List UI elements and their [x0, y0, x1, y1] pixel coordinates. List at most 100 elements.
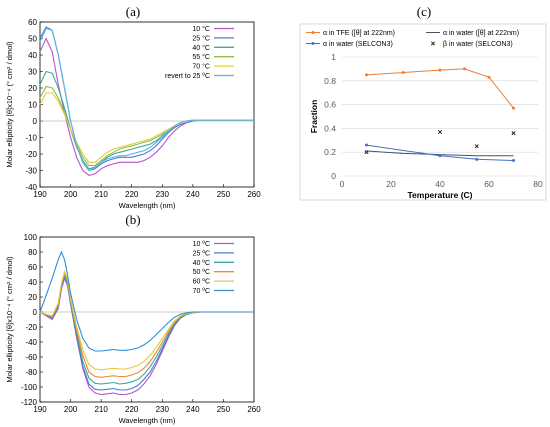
chart-a-x-tick-label: 240 [186, 190, 200, 199]
chart-b-y-axis-title: Molar ellipticity [θ]x10⁻⁴ (° cm² / dmol… [5, 256, 14, 383]
chart-b-y-tick-label: 80 [28, 248, 37, 257]
chart-c-point-3 [474, 144, 479, 149]
chart-b-y-tick-label: 60 [28, 263, 37, 272]
chart-a-x-tick-label: 220 [125, 190, 139, 199]
chart-b-y-tick-label: 0 [33, 308, 38, 317]
chart-c-series-line-2 [366, 144, 514, 161]
chart-c-point-0 [438, 68, 442, 72]
chart-b-x-tick-label: 220 [125, 405, 139, 414]
chart-c-series-line-0 [366, 68, 514, 109]
chart-b-y-tick-label: -120 [21, 398, 38, 407]
chart-a-legend-label-2: 40 °C [192, 44, 210, 52]
chart-b-legend-label-4: 60 ºC [193, 279, 210, 286]
chart-c-legend-marker-2 [311, 42, 315, 45]
chart-a-legend-label-0: 10 °C [192, 25, 210, 33]
chart-b-legend-label-1: 25 ºC [193, 250, 210, 257]
chart-c-point-0 [401, 70, 405, 74]
chart-b-x-tick-label: 230 [156, 405, 170, 414]
chart-c-x-tick-label: 0 [340, 179, 345, 189]
chart-a-y-tick-label: 30 [28, 68, 37, 77]
chart-c-point-3 [364, 150, 369, 155]
chart-b-y-tick-label: 40 [28, 278, 37, 287]
chart-b-x-tick-label: 250 [217, 405, 231, 414]
chart-b-plot-frame [39, 236, 255, 403]
chart-b-x-axis-title: Wavelength (nm) [119, 416, 176, 425]
chart-a-y-tick-label: -40 [25, 183, 37, 192]
chart-c-y-tick-label: 0.2 [324, 147, 336, 157]
chart-b-series-line-5 [39, 250, 254, 352]
chart-a-x-tick-label: 250 [217, 190, 231, 199]
chart-b-x-tick-label: 190 [33, 405, 47, 414]
chart-a-x-tick-label: 190 [33, 190, 47, 199]
chart-c-y-tick-label: 0.4 [324, 123, 336, 133]
chart-c-point-2 [438, 154, 442, 158]
chart-a-y-tick-label: -20 [25, 150, 37, 159]
chart-b-series-line-3 [39, 271, 254, 378]
chart-b-legend-label-3: 50 ºC [193, 269, 210, 276]
chart-a-x-tick-label: 230 [156, 190, 170, 199]
chart-c-point-0 [512, 106, 515, 110]
chart-a-series-line-5 [39, 27, 254, 172]
chart-b-y-tick-label: 100 [24, 233, 38, 242]
chart-b-y-tick-label: 20 [28, 293, 37, 302]
chart-c-point-3 [437, 129, 443, 135]
chart-c-legend-swatch-3 [430, 41, 436, 46]
chart-a-x-tick-label: 260 [247, 190, 261, 199]
chart-a-y-tick-label: -30 [25, 167, 37, 176]
chart-a-x-tick-label: 200 [64, 190, 78, 199]
chart-a-legend-label-3: 55 °C [192, 53, 210, 61]
panel-label-a: (a) [126, 4, 140, 19]
chart-c-y-axis-title: Fraction [309, 100, 319, 134]
chart-b-y-tick-label: -100 [21, 383, 38, 392]
chart-b-x-tick-label: 260 [247, 405, 261, 414]
chart-b: 190 200 210 220 230 240 250 260-120-100-80-60-4… [5, 233, 261, 425]
chart-b-x-tick-label: 210 [94, 405, 108, 414]
chart-c-point-2 [512, 159, 515, 163]
panel-label-c: (c) [417, 4, 431, 19]
chart-b-legend-label-0: 10 ºC [193, 241, 210, 248]
chart-c-legend-label-0: α in TFE ([θ] at 222nm) [323, 30, 395, 37]
chart-c-y-tick-label: 0 [331, 171, 336, 181]
chart-a-y-axis-title: Molar ellipticity [θ]x10⁻⁴ (° cm² / dmol… [5, 41, 14, 168]
chart-c-y-tick-label: 0.6 [324, 100, 336, 110]
chart-b-y-tick-label: -60 [25, 353, 37, 362]
chart-c-y-tick-label: 1 [331, 52, 336, 62]
chart-b-x-tick-label: 200 [64, 405, 78, 414]
chart-a-legend-label-5: revert to 25 ºC [165, 73, 210, 80]
chart-a: 190 200 210 220 230 240 250 260 -40 -30 -20 -10 0 10 2… [5, 18, 261, 210]
chart-b-series-line-0 [39, 276, 254, 396]
chart-a-legend-label-1: 25 °C [192, 34, 210, 42]
chart-b-legend-label-5: 70 ºC [193, 288, 210, 295]
chart-c-legend-label-1: α in water ([θ] at 222nm) [443, 30, 519, 37]
chart-a-y-tick-label: 0 [33, 117, 38, 126]
chart-c-x-tick-label: 80 [533, 179, 543, 189]
chart-a-series-line-0 [39, 37, 254, 177]
chart-c-frame [299, 23, 547, 201]
chart-a-legend-label-4: 70 °C [192, 63, 210, 71]
chart-b-y-tick-label: -40 [25, 338, 37, 347]
chart-a-y-tick-label: 60 [28, 18, 37, 27]
chart-c-point-2 [475, 157, 479, 161]
chart-c-point-0 [463, 67, 466, 71]
chart-c-legend-label-2: α in water (SELCON3) [323, 41, 393, 48]
chart-a-y-tick-label: -10 [25, 134, 37, 143]
chart-c-x-tick-label: 20 [386, 179, 396, 189]
chart-a-x-tick-label: 210 [94, 190, 108, 199]
chart-c-x-tick-label: 40 [435, 179, 445, 189]
chart-b-series-line-1 [39, 275, 254, 391]
chart-a-y-tick-label: 50 [28, 35, 37, 44]
chart-c-y-tick-label: 0.8 [324, 76, 336, 86]
chart-b-y-tick-label: -20 [25, 323, 37, 332]
chart-c-point-0 [487, 75, 491, 79]
chart-b-x-tick-label: 240 [186, 405, 200, 414]
chart-b-legend-label-2: 40 ºC [193, 260, 210, 267]
panel-label-b: (b) [125, 212, 140, 227]
chart-c-point-3 [511, 131, 516, 136]
chart-c-point-2 [365, 143, 368, 147]
chart-c: 0 0.2 0.4 0.6 0.8 1 0 20 40 60 80 Temperature (C) Fr… [299, 23, 547, 201]
chart-c-x-tick-label: 60 [484, 179, 494, 189]
chart-b-y-tick-label: -80 [25, 368, 37, 377]
chart-a-y-tick-label: 40 [28, 51, 37, 60]
chart-a-x-axis-title: Wavelength (nm) [119, 201, 176, 210]
